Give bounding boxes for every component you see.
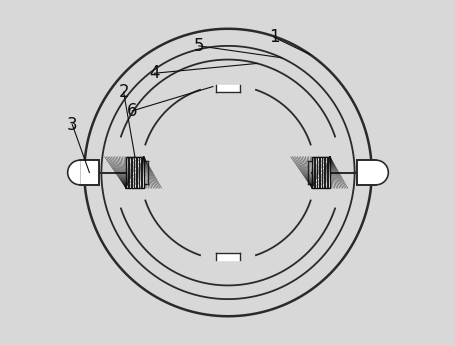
Text: 1: 1: [268, 28, 279, 46]
Polygon shape: [141, 161, 147, 184]
Text: 2: 2: [118, 83, 129, 101]
Text: 3: 3: [67, 116, 77, 134]
Polygon shape: [80, 160, 99, 185]
Text: 6: 6: [126, 102, 137, 120]
Text: 4: 4: [149, 64, 159, 82]
Polygon shape: [308, 161, 314, 184]
Polygon shape: [216, 253, 239, 260]
Text: 5: 5: [193, 37, 204, 55]
Polygon shape: [216, 85, 239, 92]
Polygon shape: [375, 160, 388, 185]
Polygon shape: [356, 160, 375, 185]
Polygon shape: [126, 157, 143, 188]
Polygon shape: [67, 160, 80, 185]
Polygon shape: [312, 157, 329, 188]
